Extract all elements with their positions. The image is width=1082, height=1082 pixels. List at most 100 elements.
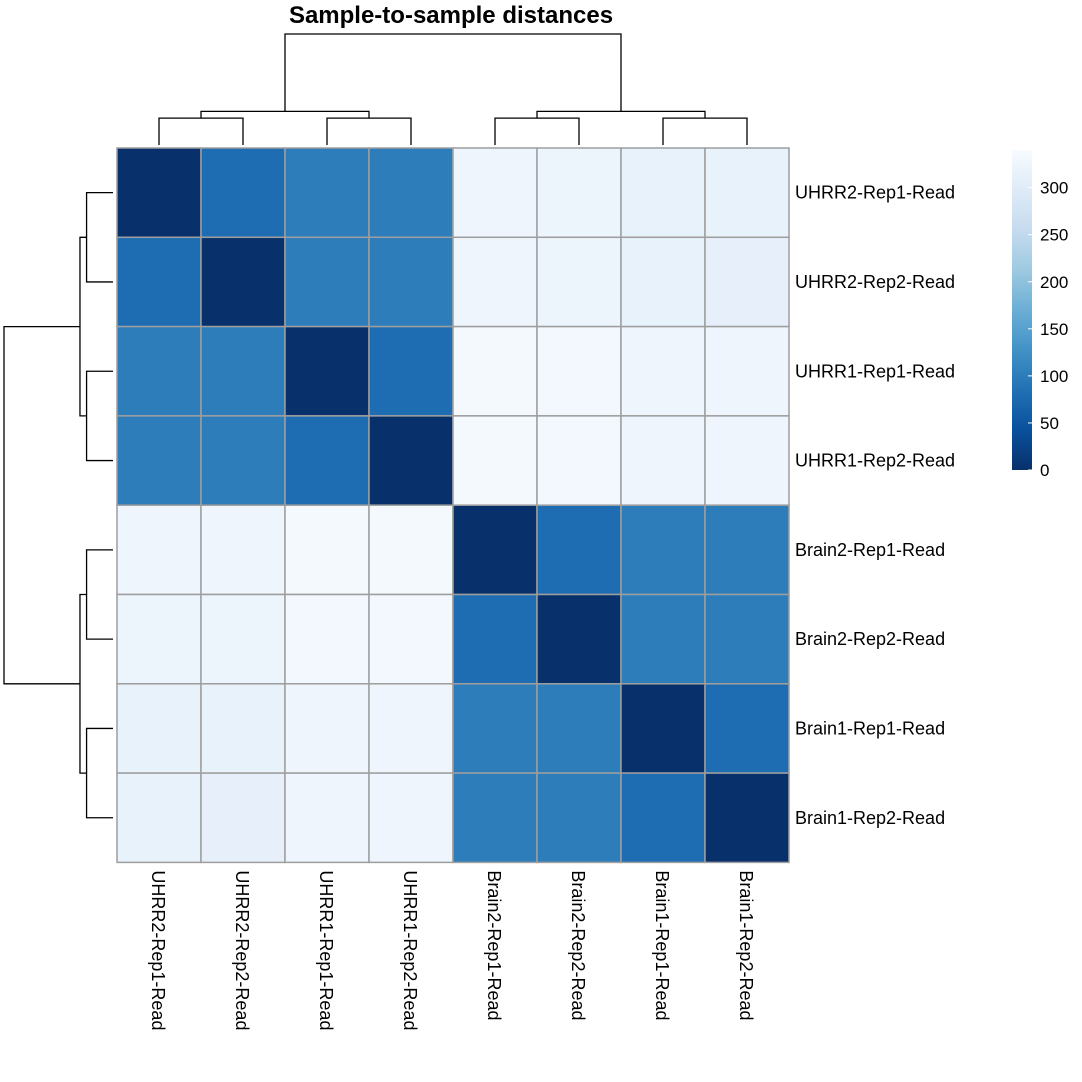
column-dendrogram-branch [536, 110, 706, 119]
heatmap-cell [536, 593, 622, 685]
heatmap-cell [200, 772, 286, 864]
heatmap-cell [704, 683, 790, 774]
heatmap-cell [452, 147, 538, 239]
row-dendrogram-branch [79, 236, 87, 417]
heatmap-cell [536, 236, 622, 328]
column-label: Brain1-Rep2-Read [736, 870, 756, 1020]
heatmap-cell [200, 683, 286, 774]
row-label: UHRR1-Rep2-Read [795, 451, 955, 471]
heatmap-cell [452, 504, 538, 596]
colorbar-tick-label: 50 [1040, 414, 1059, 433]
colorbar-tick-label: 100 [1040, 367, 1068, 386]
heatmap-cell [536, 504, 622, 596]
heatmap-cell [200, 504, 286, 596]
heatmap-cell [116, 147, 202, 239]
heatmap-cell [452, 683, 538, 774]
heatmap-cell [704, 147, 790, 239]
column-label: Brain2-Rep2-Read [568, 870, 588, 1020]
row-dendrogram-branch [85, 727, 113, 819]
heatmap-cell [284, 147, 370, 239]
column-dendrogram-branch [494, 117, 580, 145]
heatmap-cell [704, 236, 790, 328]
column-labels: UHRR2-Rep1-Read UHRR2-Rep2-Read UHRR1-Rep1… [148, 870, 756, 1030]
row-dendrogram-branch [3, 325, 80, 685]
heatmap-cell [452, 772, 538, 864]
colorbar-legend: 0 50 100 150 200 250 300 [1012, 150, 1068, 480]
heatmap-cell [116, 325, 202, 417]
heatmap-cell [284, 415, 370, 506]
row-dendrogram-branch [85, 192, 113, 283]
heatmap-cell [704, 325, 790, 417]
heatmap-cell [368, 593, 454, 685]
colorbar-tick-label: 200 [1040, 273, 1068, 292]
heatmap-cell [536, 325, 622, 417]
row-dendrogram [3, 192, 113, 819]
row-labels: UHRR2-Rep1-Read UHRR2-Rep2-Read UHRR1-Rep1… [795, 183, 955, 828]
row-label: Brain1-Rep1-Read [795, 718, 945, 738]
heatmap-cell [284, 683, 370, 774]
column-label: Brain2-Rep1-Read [484, 870, 504, 1020]
heatmap-cell [116, 593, 202, 685]
column-label: UHRR1-Rep1-Read [316, 870, 336, 1030]
heatmap-cell [452, 236, 538, 328]
column-label: UHRR2-Rep1-Read [148, 870, 168, 1030]
heatmap-cell [116, 504, 202, 596]
row-label: UHRR1-Rep1-Read [795, 361, 955, 381]
heatmap-cell [284, 593, 370, 685]
row-label: Brain2-Rep1-Read [795, 540, 945, 560]
row-label: Brain1-Rep2-Read [795, 808, 945, 828]
heatmap-cell [368, 772, 454, 864]
heatmap-cell [620, 504, 706, 596]
heatmap-cell [452, 325, 538, 417]
colorbar-tick-label: 0 [1040, 461, 1049, 480]
heatmap-cell [704, 504, 790, 596]
column-dendrogram-branch [662, 117, 748, 145]
heatmap-cell [284, 325, 370, 417]
heatmap-cell [200, 593, 286, 685]
row-label: UHRR2-Rep2-Read [795, 272, 955, 292]
colorbar-tick-label: 250 [1040, 226, 1068, 245]
heatmap-cell [620, 772, 706, 864]
column-label: UHRR1-Rep2-Read [400, 870, 420, 1030]
heatmap-cell [536, 772, 622, 864]
chart-title: Sample-to-sample distances [289, 2, 613, 29]
heatmap-cell [536, 147, 622, 239]
column-dendrogram-branch [200, 110, 370, 119]
heatmap-cell [536, 415, 622, 506]
row-label: UHRR2-Rep1-Read [795, 183, 955, 203]
colorbar-gradient [1012, 150, 1032, 470]
heatmap-cell [368, 325, 454, 417]
heatmap-cell [116, 236, 202, 328]
heatmap-cell [200, 236, 286, 328]
heatmap-cell [620, 593, 706, 685]
heatmap-cell [116, 683, 202, 774]
heatmap-cell [116, 772, 202, 864]
heatmap-cell [116, 415, 202, 506]
colorbar-tick-label: 150 [1040, 320, 1068, 339]
heatmap-cell [368, 236, 454, 328]
row-dendrogram-branch [85, 370, 113, 462]
heatmap-cell [704, 415, 790, 506]
column-label: Brain1-Rep1-Read [652, 870, 672, 1020]
colorbar-tick-label: 300 [1040, 179, 1068, 198]
column-dendrogram [158, 33, 748, 145]
heatmap-cell [200, 147, 286, 239]
heatmap-cells [116, 147, 790, 864]
heatmap-cell [620, 325, 706, 417]
column-dendrogram-branch [158, 117, 244, 145]
heatmap-cell [620, 415, 706, 506]
row-label: Brain2-Rep2-Read [795, 629, 945, 649]
heatmap-cell [284, 504, 370, 596]
heatmap-cell [368, 147, 454, 239]
column-label: UHRR2-Rep2-Read [232, 870, 252, 1030]
heatmap-cell [200, 325, 286, 417]
row-dendrogram-branch [85, 549, 113, 640]
heatmap-cell [368, 415, 454, 506]
heatmap-cell [620, 147, 706, 239]
heatmap-cell [620, 683, 706, 774]
heatmap-cell [284, 772, 370, 864]
heatmap-cell [452, 593, 538, 685]
column-dendrogram-branch [326, 117, 412, 145]
heatmap-cell [704, 593, 790, 685]
